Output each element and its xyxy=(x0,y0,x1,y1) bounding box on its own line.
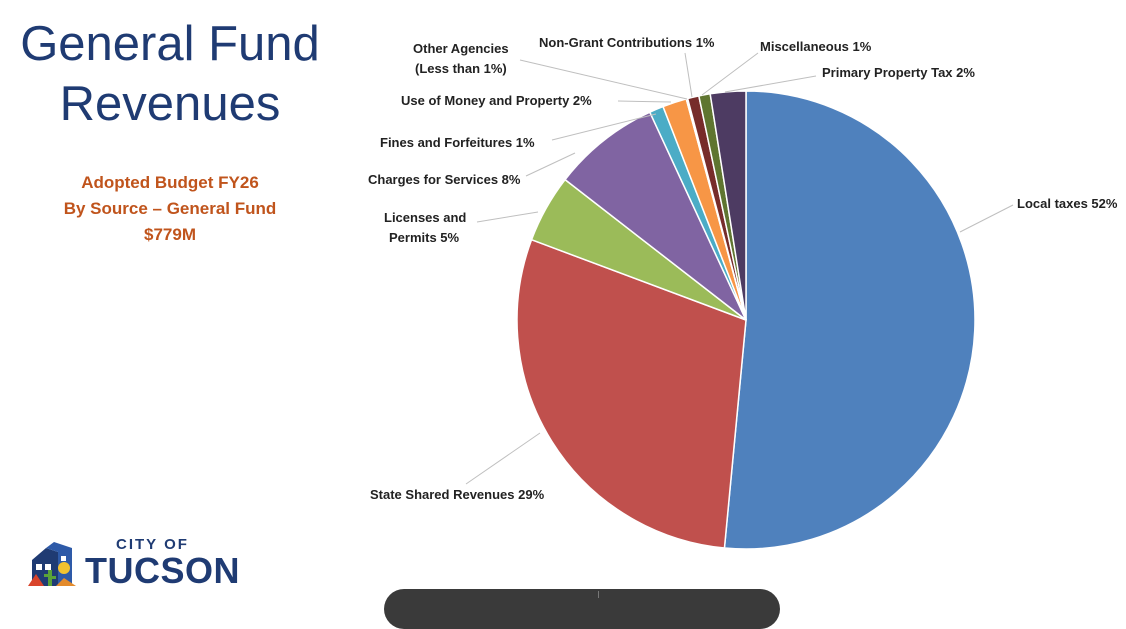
title-line-1: General Fund xyxy=(20,17,320,71)
leader-line-primary-property xyxy=(724,75,817,93)
tucson-logo-icon xyxy=(28,542,76,586)
subtitle: Adopted Budget FY26 By Source – General … xyxy=(0,170,340,248)
pie-chart: Local taxes 52% State Shared Revenues 29… xyxy=(368,35,1118,550)
label-miscellaneous: Miscellaneous 1% xyxy=(760,39,872,54)
leader-line-local-taxes xyxy=(959,204,1014,233)
label-state-shared: State Shared Revenues 29% xyxy=(370,487,545,502)
label-other-agencies-line-1: Other Agencies xyxy=(413,41,509,56)
subtitle-line-3: $779M xyxy=(144,225,196,244)
label-local-taxes: Local taxes 52% xyxy=(1017,196,1118,211)
slice-labels: Local taxes 52% State Shared Revenues 29… xyxy=(368,35,1118,502)
label-licenses-line-2: Permits 5% xyxy=(389,230,460,245)
subtitle-line-1: Adopted Budget FY26 xyxy=(81,173,259,192)
leader-line-fines xyxy=(551,113,657,141)
pie-slice-local-taxes xyxy=(723,90,976,550)
title-line-2: Revenues xyxy=(59,77,281,131)
label-non-grant: Non-Grant Contributions 1% xyxy=(539,35,715,50)
leader-line-state-shared xyxy=(465,432,541,485)
pie-slices xyxy=(516,90,976,550)
label-use-of-money: Use of Money and Property 2% xyxy=(401,93,592,108)
logo-name-text: TUCSON xyxy=(85,550,240,591)
leader-line-licenses xyxy=(476,211,539,223)
logo-city-text: CITY OF xyxy=(116,536,189,553)
leader-line-other-agencies xyxy=(519,59,688,100)
pie-slice-state-shared-revenues xyxy=(516,238,747,549)
label-charges: Charges for Services 8% xyxy=(368,172,521,187)
leader-line-miscellaneous xyxy=(701,52,759,96)
leader-line-non-grant xyxy=(684,52,693,98)
label-other-agencies-line-2: (Less than 1%) xyxy=(415,61,507,76)
control-bar-divider xyxy=(598,591,599,598)
subtitle-line-2: By Source – General Fund xyxy=(63,199,277,218)
label-licenses-line-1: Licenses and xyxy=(384,210,466,225)
leader-line-charges xyxy=(525,152,576,177)
leader-lines xyxy=(465,52,1014,485)
pie-slice-charges-for-services xyxy=(564,111,747,321)
page-title: General Fund Revenues xyxy=(0,14,340,134)
leader-line-use-of-money xyxy=(617,100,672,103)
video-control-bar[interactable] xyxy=(384,589,780,629)
city-of-tucson-logo: CITY OF TUCSON xyxy=(28,532,240,592)
label-fines: Fines and Forfeitures 1% xyxy=(380,135,535,150)
label-primary-property: Primary Property Tax 2% xyxy=(822,65,975,80)
